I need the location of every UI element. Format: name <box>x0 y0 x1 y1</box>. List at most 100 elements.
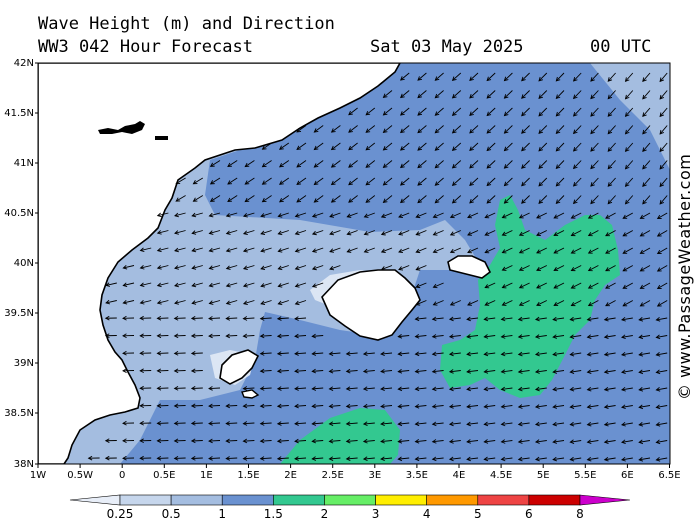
wave-arrow <box>467 335 479 338</box>
wave-arrow <box>449 405 461 408</box>
wave-arrow-head <box>607 94 613 100</box>
wave-arrow <box>556 195 565 204</box>
wave-arrow <box>346 370 358 372</box>
lon-label: 6E <box>621 470 634 481</box>
wave-arrow-head <box>173 316 179 321</box>
wave-arrow-head <box>242 438 248 444</box>
wave-arrow <box>435 90 444 99</box>
wave-arrow-head <box>175 179 181 185</box>
wave-arrow-head <box>400 76 405 81</box>
wave-arrow <box>312 405 324 407</box>
wave-arrow-head <box>621 369 626 375</box>
wave-arrow-head <box>242 230 248 235</box>
wave-arrow-head <box>122 455 127 461</box>
wave-arrow <box>348 195 358 203</box>
wave-arrow <box>484 405 496 408</box>
wave-arrow-head <box>536 231 541 236</box>
wave-arrow <box>295 265 307 270</box>
wave-arrow-head <box>607 129 613 135</box>
wave-arrow-head <box>104 315 110 321</box>
wave-arrow-head <box>570 284 576 289</box>
wave-arrow-head <box>260 230 266 236</box>
wave-arrow <box>639 352 651 356</box>
wave-arrow-head <box>313 145 319 151</box>
wave-arrow-head <box>570 231 576 237</box>
wave-arrow <box>209 282 221 287</box>
wave-arrow-head <box>417 76 423 81</box>
wave-arrow-head <box>398 266 404 271</box>
wave-arrow-head <box>294 230 300 236</box>
wave-arrow <box>435 142 444 151</box>
wave-arrow-head <box>242 300 248 305</box>
wave-arrow <box>244 177 255 185</box>
wave-arrow <box>622 212 634 219</box>
wave-arrow-head <box>642 182 647 188</box>
wave-arrow-head <box>432 213 438 219</box>
wave-arrow <box>469 72 479 81</box>
wave-arrow <box>398 212 410 218</box>
wave-arrow-head <box>398 248 404 254</box>
wave-arrow-head <box>655 404 661 410</box>
wave-arrow <box>227 177 238 185</box>
wave-arrow-head <box>244 197 250 203</box>
wave-arrow-head <box>190 403 196 409</box>
colorbar-segment <box>273 494 325 506</box>
wave-arrow <box>191 457 203 459</box>
wave-arrow <box>416 282 427 288</box>
wave-arrow <box>486 160 496 169</box>
wave-arrow <box>590 177 599 187</box>
wave-arrow-head <box>260 213 266 218</box>
wave-arrow <box>346 352 358 355</box>
wave-arrow-head <box>122 420 127 426</box>
wave-arrow-head <box>552 386 558 392</box>
wave-arrow-head <box>622 214 628 219</box>
wave-arrow-head <box>329 265 335 271</box>
wave-arrow <box>157 300 169 304</box>
wave-arrow <box>226 300 238 305</box>
wave-arrow <box>329 405 341 407</box>
wave-arrow <box>518 335 530 338</box>
wave-arrow-head <box>656 249 662 254</box>
wave-arrow-head <box>621 334 626 340</box>
wave-arrow-head <box>569 439 575 444</box>
wave-arrow <box>518 317 530 320</box>
wave-arrow <box>467 212 479 218</box>
wave-arrow-head <box>655 352 661 357</box>
wave-arrow <box>400 125 410 133</box>
wave-arrow-head <box>569 456 575 462</box>
wave-arrow-head <box>382 128 388 134</box>
wave-arrow-head <box>225 316 231 321</box>
wave-arrow <box>208 457 221 460</box>
wave-arrow <box>365 107 376 116</box>
wave-arrow <box>590 142 599 152</box>
lon-label: 0.5E <box>153 470 175 481</box>
wave-arrow <box>504 142 513 151</box>
wave-arrow <box>433 282 444 288</box>
wave-arrow <box>590 195 599 204</box>
wave-arrow-head <box>208 456 213 461</box>
wave-arrow-head <box>414 316 420 322</box>
wave-arrow-head <box>486 199 492 204</box>
wave-arrow <box>383 195 393 203</box>
wave-arrow-head <box>122 315 127 321</box>
wave-arrow <box>553 457 565 461</box>
wave-arrow <box>604 387 616 391</box>
wave-arrow <box>260 212 272 217</box>
wave-arrow <box>226 405 238 407</box>
wave-arrow <box>363 440 375 442</box>
wave-arrow <box>295 212 307 217</box>
wave-arrow <box>226 212 238 217</box>
wave-arrow <box>312 247 324 253</box>
wave-arrow-head <box>397 386 403 392</box>
wave-arrow <box>157 265 169 269</box>
wave-arrow-head <box>483 386 489 392</box>
wave-arrow-head <box>261 162 267 168</box>
wave-arrow <box>398 440 410 443</box>
wave-arrow-head <box>276 316 282 321</box>
wave-arrow <box>348 160 358 168</box>
lon-label: 3.5E <box>406 470 428 481</box>
wave-arrow <box>381 422 393 425</box>
wave-arrow <box>659 125 668 135</box>
wave-arrow-head <box>225 265 231 270</box>
wave-arrow <box>192 300 203 304</box>
